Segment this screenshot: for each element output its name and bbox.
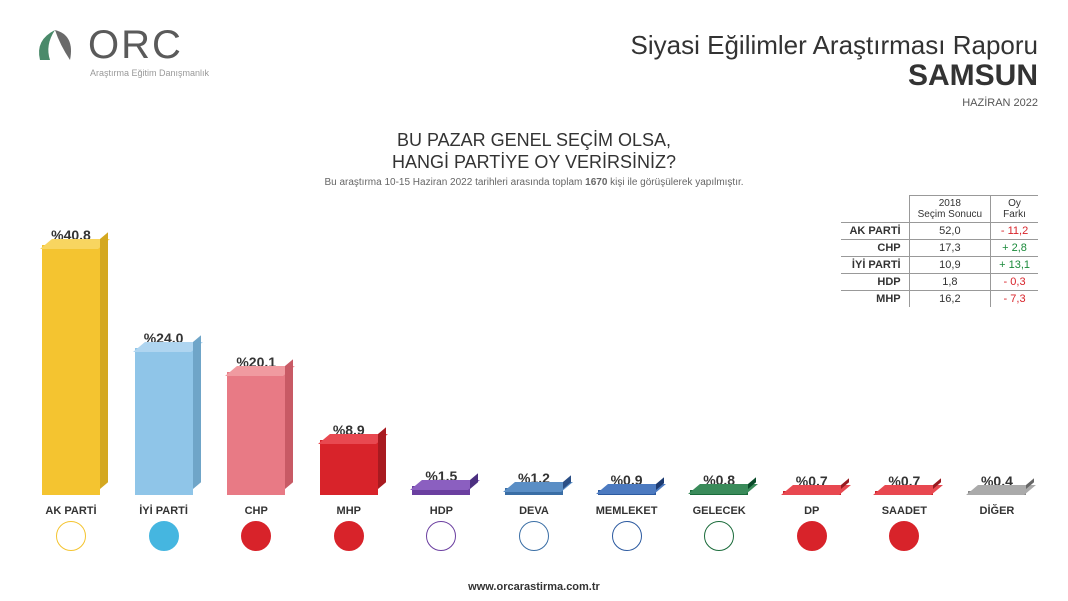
bar-group: %0,9 MEMLEKET (586, 472, 668, 552)
table-row: CHP 17,3 + 2,8 (841, 240, 1038, 257)
party-icon (612, 521, 642, 551)
table-party: İYİ PARTİ (841, 257, 909, 274)
table-row: MHP 16,2 - 7,3 (841, 291, 1038, 308)
table-prev: 10,9 (909, 257, 990, 274)
table-prev: 16,2 (909, 291, 990, 308)
table-party: HDP (841, 274, 909, 291)
report-city: SAMSUN (631, 59, 1038, 93)
table-prev: 1,8 (909, 274, 990, 291)
bar-group: %1,5 HDP (400, 468, 482, 551)
logo-subtitle: Araştırma Eğitim Danışmanlık (90, 68, 209, 78)
table-party: MHP (841, 291, 909, 308)
bar-label: HDP (430, 505, 453, 519)
bar-3d (598, 490, 656, 496)
table-row: HDP 1,8 - 0,3 (841, 274, 1038, 291)
bar-front (227, 372, 285, 495)
bar-label: GELECEK (693, 505, 746, 519)
bar-label: CHP (245, 505, 268, 519)
header: Siyasi Eğilimler Araştırması Raporu SAMS… (631, 30, 1038, 109)
bar-group: %0,8 GELECEK (678, 472, 760, 551)
bar-3d (42, 245, 100, 495)
bar-side (193, 335, 201, 489)
bar-label: MHP (337, 505, 361, 519)
table-diff: - 0,3 (991, 274, 1038, 291)
bar-side (470, 473, 478, 489)
bar-label: DEVA (519, 505, 549, 519)
bar-3d (875, 491, 933, 495)
question-line2: HANGİ PARTİYE OY VERİRSİNİZ? (0, 152, 1068, 174)
bar-group: %40,8 AK PARTİ (30, 227, 112, 551)
bar-side (285, 359, 293, 489)
bar-3d (968, 491, 1026, 495)
table-row: İYİ PARTİ 10,9 + 13,1 (841, 257, 1038, 274)
bar-3d (135, 348, 193, 495)
bar-label: İYİ PARTİ (139, 505, 188, 519)
party-icon (519, 521, 549, 551)
logo: ORC (30, 20, 183, 70)
bar-label: DP (804, 505, 819, 519)
bar-group: %0,4 DİĞER (956, 473, 1038, 551)
bar-group: %8,9 MHP (308, 422, 390, 551)
table-party: AK PARTİ (841, 223, 909, 240)
bar-3d (412, 486, 470, 495)
bar-front (135, 348, 193, 495)
bar-side (378, 428, 386, 489)
bar-3d (227, 372, 285, 495)
bar-front (320, 440, 378, 495)
bar-label: MEMLEKET (596, 505, 658, 519)
table-prev: 52,0 (909, 223, 990, 240)
question-line1: BU PAZAR GENEL SEÇİM OLSA, (0, 130, 1068, 152)
party-icon (56, 521, 86, 551)
sample-note: Bu araştırma 10-15 Haziran 2022 tarihler… (0, 177, 1068, 188)
logo-mark-icon (30, 20, 80, 70)
bar-label: DİĞER (980, 505, 1015, 519)
bar-group: %1,2 DEVA (493, 470, 575, 551)
table-party: CHP (841, 240, 909, 257)
report-date: HAZİRAN 2022 (631, 97, 1038, 109)
table-col-diff: OyFarkı (991, 196, 1038, 223)
party-icon (241, 521, 271, 551)
bar-group: %20,1 CHP (215, 354, 297, 551)
party-icon (797, 521, 827, 551)
bar-group: %0,7 DP (771, 473, 853, 551)
question-block: BU PAZAR GENEL SEÇİM OLSA, HANGİ PARTİYE… (0, 130, 1068, 188)
report-title: Siyasi Eğilimler Araştırması Raporu (631, 30, 1038, 61)
party-icon (426, 521, 456, 551)
bar-group: %0,7 SAADET (863, 473, 945, 551)
bar-group: %24,0 İYİ PARTİ (123, 330, 205, 551)
bar-side (100, 232, 108, 489)
party-icon (149, 521, 179, 551)
bar-label: SAADET (882, 505, 927, 519)
footer-url: www.orcarastirma.com.tr (0, 581, 1068, 593)
table-diff: - 7,3 (991, 291, 1038, 308)
table-col-prev: 2018Seçim Sonucu (909, 196, 990, 223)
bar-front (42, 245, 100, 495)
party-icon (889, 521, 919, 551)
table-diff: + 13,1 (991, 257, 1038, 274)
bar-3d (505, 488, 563, 495)
party-icon (334, 521, 364, 551)
bar-label: AK PARTİ (45, 505, 96, 519)
bar-3d (690, 490, 748, 495)
comparison-table: 2018Seçim SonucuOyFarkı AK PARTİ 52,0 - … (841, 195, 1038, 307)
table-diff: - 11,2 (991, 223, 1038, 240)
logo-text: ORC (88, 23, 183, 68)
table-prev: 17,3 (909, 240, 990, 257)
party-icon (704, 521, 734, 551)
bar-3d (320, 440, 378, 495)
bar-3d (783, 491, 841, 495)
table-row: AK PARTİ 52,0 - 11,2 (841, 223, 1038, 240)
table-diff: + 2,8 (991, 240, 1038, 257)
